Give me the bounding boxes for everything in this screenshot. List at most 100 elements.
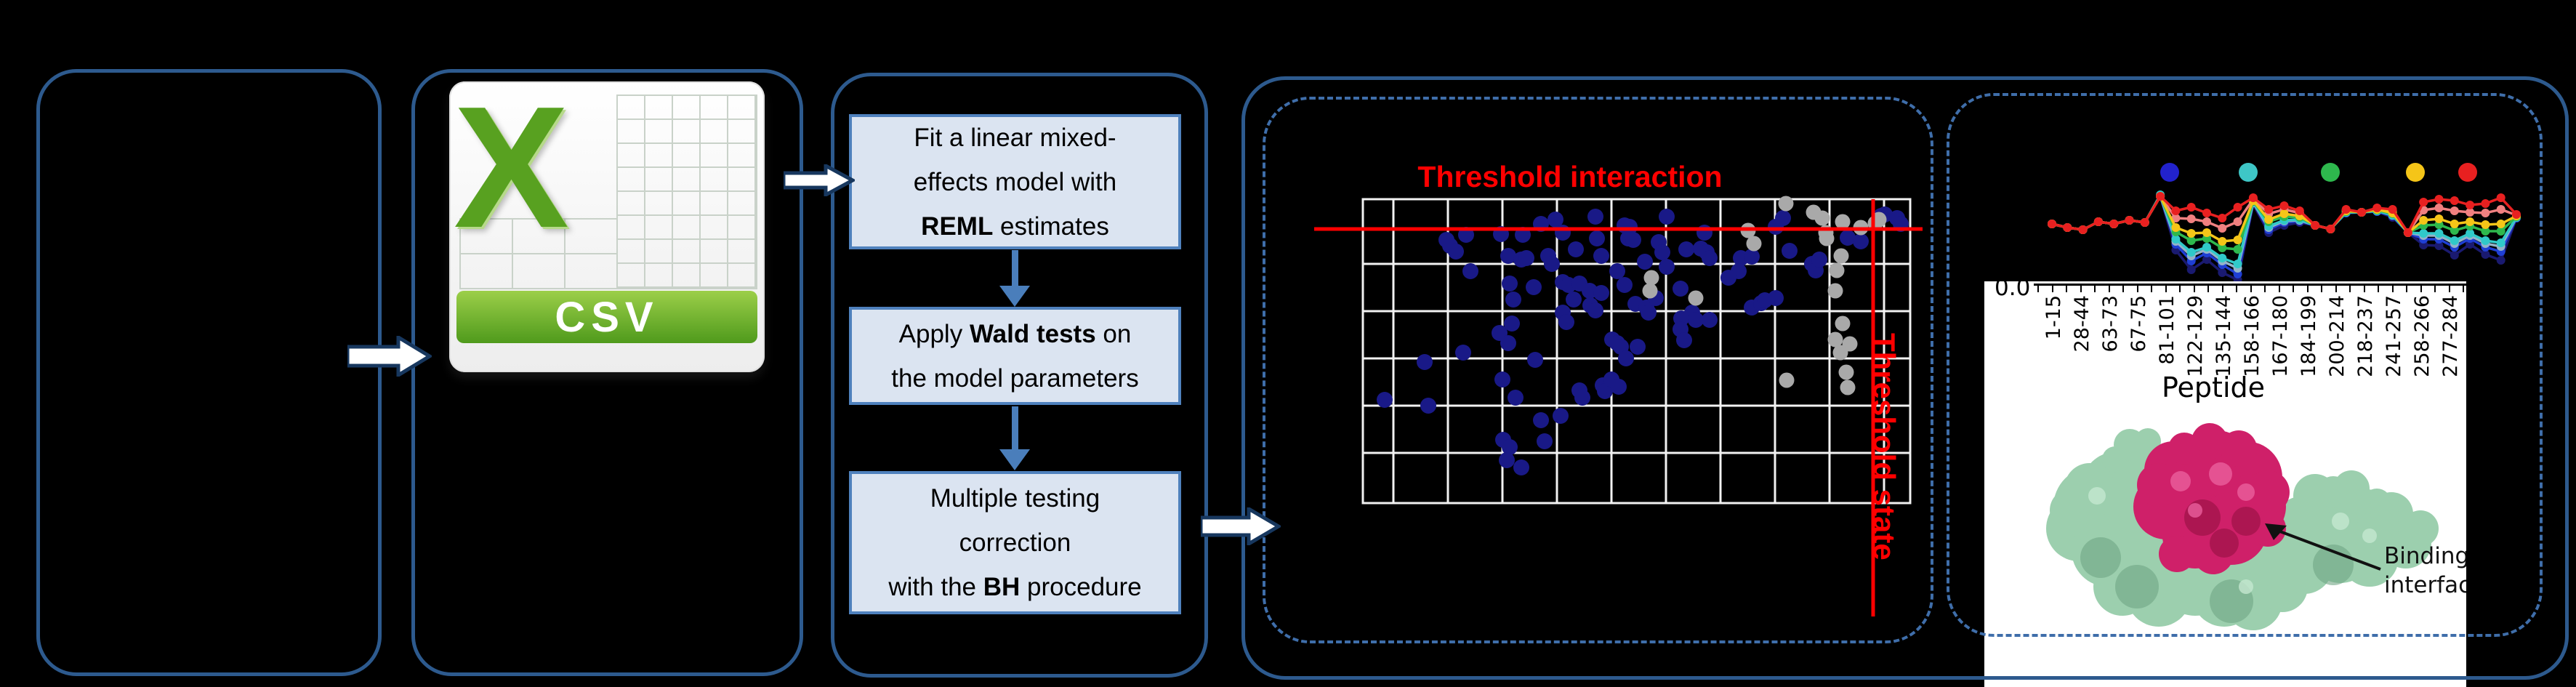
panel-uptake-dashed bbox=[1947, 93, 2543, 637]
axis-tick bbox=[2363, 286, 2365, 292]
series-marker-cyan bbox=[2450, 236, 2459, 245]
axis-tick bbox=[2434, 286, 2436, 292]
flow-box-wald-line2: the model parameters bbox=[891, 363, 1139, 393]
axis-tick bbox=[2193, 286, 2195, 292]
protein-surface bbox=[2050, 489, 2093, 532]
protein-shadow bbox=[2115, 565, 2159, 608]
scatter-point-significant bbox=[1558, 314, 1574, 330]
series-marker-yellow bbox=[2481, 220, 2490, 229]
flow-arrow-2 bbox=[999, 406, 1030, 470]
series-marker-red bbox=[2326, 225, 2335, 233]
axis-tick bbox=[2391, 286, 2394, 292]
binding-region bbox=[2246, 470, 2290, 514]
protein-highlight bbox=[2332, 513, 2349, 530]
series-marker-red bbox=[2341, 205, 2351, 214]
series-marker-yellow bbox=[2450, 220, 2459, 228]
series-marker-yellow bbox=[2186, 229, 2196, 238]
scatter-point-significant bbox=[1611, 379, 1627, 395]
series-marker-red bbox=[2311, 221, 2320, 230]
series-marker-salmon bbox=[2434, 204, 2444, 212]
series-marker-cyan bbox=[2434, 229, 2444, 238]
scatter-point-significant bbox=[1500, 248, 1516, 264]
series-marker-yellow bbox=[2171, 223, 2181, 232]
flow-box-wald: Apply Wald tests on the model parameters bbox=[849, 307, 1181, 405]
scatter-point-nonsig bbox=[1835, 316, 1851, 332]
pipeline-arrow-2-icon bbox=[784, 164, 855, 196]
series-marker-navy bbox=[2481, 250, 2490, 259]
flow-box-bh: Multiple testing correction with the BH … bbox=[849, 471, 1181, 614]
pipeline-arrow-1-icon bbox=[347, 336, 432, 377]
legend-dot bbox=[2239, 163, 2258, 182]
scatter-point-significant bbox=[1589, 230, 1605, 246]
axis-tick bbox=[2122, 286, 2124, 292]
scatter-point-significant bbox=[1811, 252, 1827, 268]
legend-dot bbox=[2458, 163, 2477, 182]
series-marker-red bbox=[2233, 203, 2242, 212]
y-axis-tick-0: 0.0 bbox=[1995, 281, 2031, 301]
axis-tick bbox=[2463, 286, 2464, 292]
series-marker-green bbox=[2186, 236, 2196, 245]
series-marker-red bbox=[2512, 210, 2521, 219]
series-marker-red bbox=[2450, 196, 2459, 205]
scatter-point-significant bbox=[1526, 279, 1542, 295]
scatter-point-significant bbox=[1566, 292, 1582, 308]
flow-box-reml-line2: effects model with bbox=[913, 167, 1117, 196]
scatter-point-significant bbox=[1527, 352, 1543, 368]
series-marker-navy bbox=[2202, 255, 2211, 264]
series-marker-salmon bbox=[2202, 217, 2211, 226]
series-marker-red bbox=[2372, 204, 2382, 212]
series-marker-cyan bbox=[2218, 254, 2227, 262]
scatter-point-significant bbox=[1504, 316, 1520, 332]
protein-surface bbox=[2340, 529, 2399, 587]
csv-file-icon: X CSV bbox=[449, 71, 765, 372]
scatter-point-nonsig bbox=[1819, 230, 1835, 246]
binding-label-line2: interface bbox=[2384, 572, 2466, 598]
series-marker-red bbox=[2171, 206, 2181, 215]
scatter-point-significant bbox=[1533, 412, 1549, 428]
interaction-scatter-plot bbox=[1314, 196, 1923, 616]
series-marker-salmon bbox=[2218, 224, 2227, 233]
series-marker-yellow bbox=[2279, 209, 2289, 218]
binding-region bbox=[2221, 430, 2257, 467]
flow-box-wald-line1: Apply Wald tests on bbox=[898, 319, 1132, 348]
axis-tick bbox=[2221, 286, 2223, 292]
csv-x-letter: X bbox=[454, 71, 569, 264]
protein-surface bbox=[2362, 489, 2391, 518]
flow-arrow-1 bbox=[999, 250, 1030, 307]
axis-tick bbox=[2094, 286, 2096, 292]
binding-region bbox=[2168, 433, 2200, 465]
scatter-point-significant bbox=[1688, 312, 1704, 328]
scatter-point-significant bbox=[1853, 233, 1869, 249]
axis-tick bbox=[2051, 286, 2053, 292]
axis-tick bbox=[2378, 286, 2379, 292]
scatter-point-significant bbox=[1462, 263, 1478, 279]
axis-tick bbox=[2250, 286, 2252, 292]
scatter-point-significant bbox=[1654, 244, 1670, 260]
peptide-figure-panel: 0.0 1-15 28-44 63-73 67-75 81-101 122-129 135-… bbox=[1984, 281, 2466, 687]
series-marker-red bbox=[2279, 201, 2289, 210]
csv-banner: CSV bbox=[456, 291, 757, 343]
binding-region bbox=[2159, 536, 2195, 572]
scatter-point-significant bbox=[1720, 270, 1736, 286]
axis-tick bbox=[2448, 286, 2450, 292]
binding-region-highlight bbox=[2209, 462, 2232, 486]
scatter-point-significant bbox=[1659, 259, 1675, 275]
legend-dot bbox=[2160, 163, 2179, 182]
series-marker-red bbox=[2078, 225, 2088, 234]
scatter-point-significant bbox=[1499, 452, 1515, 468]
protein-highlight bbox=[2088, 487, 2106, 505]
protein-structure-image bbox=[2046, 423, 2439, 630]
scatter-point-nonsig bbox=[1688, 290, 1704, 306]
series-marker-red bbox=[2186, 203, 2196, 212]
series-marker-navy bbox=[2218, 268, 2227, 277]
series-marker-red bbox=[2248, 193, 2258, 202]
scatter-point-nonsig bbox=[1827, 332, 1843, 347]
csv-label: CSV bbox=[555, 293, 659, 341]
scatter-point-significant bbox=[1597, 383, 1613, 399]
series-marker-yellow bbox=[2419, 216, 2428, 225]
scatter-point-significant bbox=[1547, 212, 1563, 228]
scatter-point-significant bbox=[1659, 209, 1675, 225]
series-marker-salmon bbox=[2186, 214, 2196, 223]
protein-shadow bbox=[2080, 537, 2121, 578]
